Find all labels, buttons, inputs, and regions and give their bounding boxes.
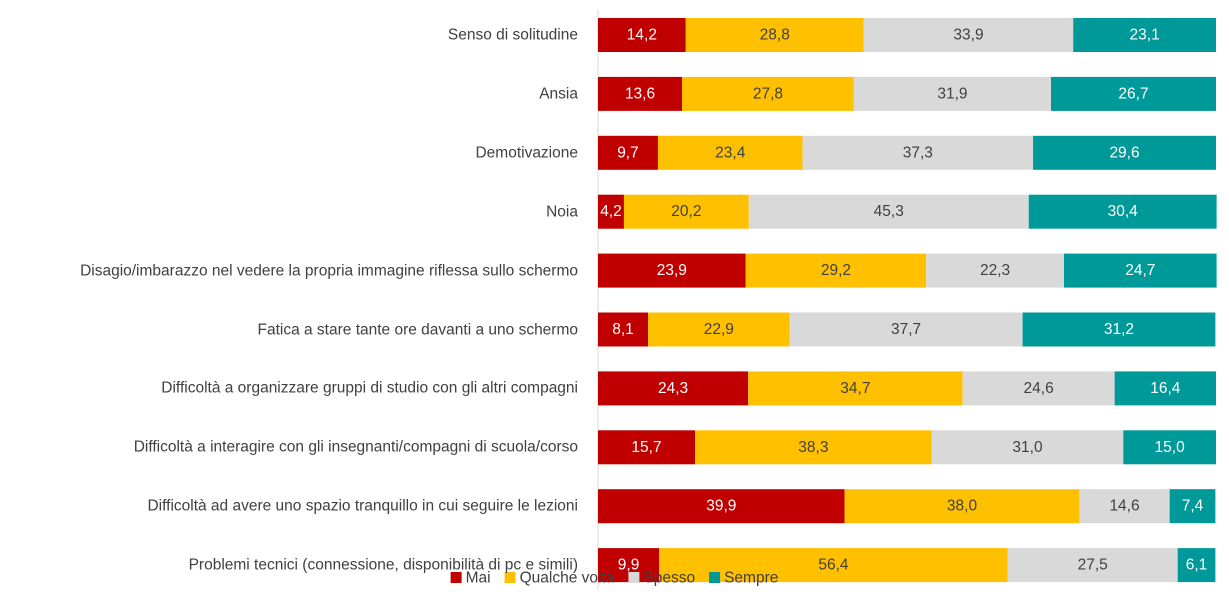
value-label: 23,1	[1130, 27, 1160, 44]
bar-segment	[598, 489, 845, 524]
value-label: 22,3	[980, 262, 1010, 279]
value-label: 27,5	[1078, 557, 1108, 574]
legend-label: Sempre	[724, 570, 778, 587]
bar-segment	[1007, 548, 1178, 583]
value-label: 4,2	[600, 203, 622, 220]
legend-swatch	[450, 572, 462, 583]
bar-segment	[1169, 489, 1216, 524]
value-label: 34,7	[840, 380, 870, 397]
category-label: Disagio/imbarazzo nel vedere la propria …	[80, 262, 578, 280]
category-label: Fatica a stare tante ore davanti a uno s…	[257, 321, 578, 338]
value-label: 37,3	[903, 144, 933, 161]
legend-swatch	[504, 572, 516, 583]
bar-segment	[598, 135, 658, 170]
value-label: 39,9	[706, 498, 736, 515]
value-label: 24,6	[1024, 380, 1054, 397]
value-label: 38,0	[947, 498, 978, 515]
bar-segment	[1079, 489, 1170, 524]
value-label: 56,4	[818, 557, 849, 574]
value-label: 33,9	[953, 27, 983, 44]
bar-segment	[962, 371, 1115, 406]
bar-segment	[598, 430, 696, 465]
legend-swatch	[628, 572, 640, 583]
value-label: 26,7	[1118, 85, 1148, 102]
value-label: 30,4	[1108, 203, 1139, 220]
bar-segment	[745, 253, 927, 288]
bar-segment	[598, 18, 686, 52]
bar-segment	[844, 489, 1080, 524]
bar-segment	[863, 18, 1074, 52]
value-label: 20,2	[671, 203, 701, 220]
bar-segment	[598, 76, 683, 111]
bar-segment	[598, 194, 624, 229]
bar-segment	[1073, 18, 1216, 52]
value-label: 16,4	[1150, 380, 1181, 397]
bar-segment	[1050, 76, 1216, 111]
legend-label: Spesso	[643, 570, 695, 587]
value-label: 22,9	[704, 321, 734, 338]
category-label: Ansia	[539, 85, 578, 103]
category-label: Senso di solitudine	[447, 26, 578, 44]
category-label: Difficoltà ad avere uno spazio tranquill…	[147, 497, 578, 515]
value-label: 29,6	[1109, 144, 1139, 161]
category-label: Problemi tecnici (connessione, disponibi…	[188, 556, 578, 574]
bar-segment	[598, 371, 749, 406]
value-label: 15,0	[1155, 439, 1186, 456]
value-label: 31,0	[1012, 439, 1043, 456]
bar-segment	[789, 312, 1023, 347]
bar-segment	[931, 430, 1124, 465]
value-label: 15,7	[631, 439, 661, 456]
bar-segment	[926, 253, 1064, 288]
bar-segment	[657, 135, 803, 170]
value-label: 27,8	[753, 85, 783, 102]
legend-swatch	[709, 572, 721, 583]
value-label: 13,6	[625, 85, 655, 102]
legend-label: Qualche volta	[520, 570, 615, 587]
value-label: 8,1	[612, 321, 634, 338]
value-label: 6,1	[1186, 557, 1208, 574]
value-label: 24,3	[658, 380, 688, 397]
bar-segment	[1063, 253, 1217, 288]
category-label: Difficoltà a organizzare gruppi di studi…	[161, 379, 578, 397]
value-label: 31,9	[937, 85, 967, 102]
value-label: 14,6	[1109, 498, 1139, 515]
value-label: 23,4	[715, 144, 746, 161]
legend: Mai Qualche volta Spesso Sempre	[450, 570, 778, 587]
value-label: 28,8	[760, 27, 790, 44]
value-label: 31,2	[1104, 321, 1134, 338]
value-label: 45,3	[874, 203, 904, 220]
value-label: 7,4	[1182, 498, 1204, 515]
legend-label: Mai	[466, 570, 491, 587]
bar-segment	[1114, 371, 1216, 406]
category-label: Difficoltà a interagire con gli insegnan…	[133, 438, 578, 456]
bar-segment	[1033, 135, 1216, 170]
value-label: 38,3	[798, 439, 828, 456]
value-label: 9,9	[618, 557, 640, 574]
bar-segment	[695, 430, 932, 465]
value-label: 23,9	[657, 262, 687, 279]
bar-segment	[802, 135, 1034, 170]
category-label: Demotivazione	[475, 144, 578, 162]
bar-segment	[748, 371, 963, 406]
bar-segment	[685, 18, 864, 52]
bar-segment	[1177, 548, 1216, 583]
value-label: 29,2	[821, 262, 851, 279]
bar-segment	[623, 194, 749, 229]
value-label: 37,7	[891, 321, 921, 338]
bar-segment	[648, 312, 790, 347]
value-label: 9,7	[617, 144, 639, 161]
value-label: 14,2	[627, 27, 657, 44]
bar-segment	[748, 194, 1029, 229]
bar-segment	[598, 253, 746, 288]
bar-segment	[1028, 194, 1217, 229]
category-label: Noia	[546, 203, 578, 221]
bar-segment	[1022, 312, 1216, 347]
bar-segment	[1123, 430, 1216, 465]
bar-segment	[682, 76, 854, 111]
value-label: 24,7	[1125, 262, 1155, 279]
bar-segment	[598, 312, 649, 347]
bar-segment	[853, 76, 1051, 111]
